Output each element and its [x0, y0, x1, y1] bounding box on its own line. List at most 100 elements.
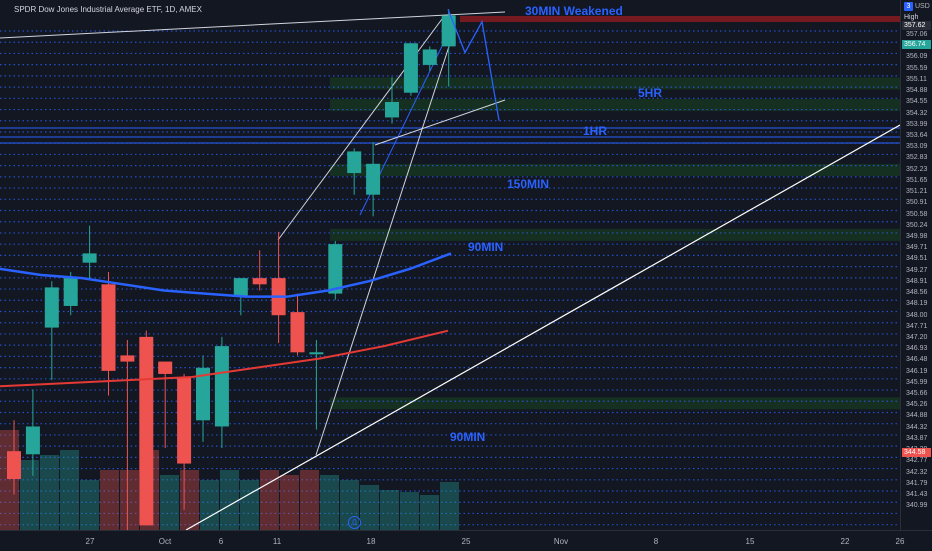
candle-body	[233, 278, 248, 297]
volume-bar	[400, 492, 419, 530]
trendline-main	[185, 124, 900, 530]
candle-body	[158, 361, 173, 374]
candle-body	[347, 151, 362, 174]
candle-body	[196, 367, 210, 421]
price-tick: 351.65	[906, 176, 928, 184]
price-chart[interactable]	[0, 0, 900, 530]
chart-area[interactable]: SPDR Dow Jones Industrial Average ETF, 1…	[0, 0, 900, 530]
chart-title: SPDR Dow Jones Industrial Average ETF, 1…	[14, 5, 202, 14]
events-marker[interactable]: 0	[348, 516, 361, 529]
candle-body	[214, 346, 229, 427]
annotation-1hr: 1HR	[583, 124, 608, 138]
annotation-5hr: 5HR	[638, 86, 663, 100]
zone-band	[330, 99, 900, 112]
volume-bar	[380, 490, 399, 530]
low-price-label: 344.58	[902, 448, 931, 457]
annotation-150min: 150MIN	[507, 177, 550, 191]
price-tick: 353.09	[906, 143, 928, 151]
time-tick: 11	[272, 537, 282, 546]
time-tick: 27	[85, 537, 95, 546]
price-tick: 342.32	[906, 468, 928, 476]
price-tick: 356.09	[906, 53, 928, 61]
price-tick: 345.99	[906, 378, 928, 386]
candle-body	[7, 451, 21, 480]
volume-bar	[60, 450, 79, 530]
volume-bar	[100, 470, 119, 530]
volume-bar	[220, 470, 239, 530]
price-tick: 345.66	[906, 390, 928, 398]
candle-body	[63, 278, 78, 306]
candle-body	[44, 287, 59, 328]
time-tick: 26	[895, 537, 905, 546]
price-tick: 341.79	[906, 479, 928, 487]
candle-body	[82, 253, 97, 263]
time-tick: 15	[745, 537, 755, 546]
price-tick: 343.87	[906, 434, 928, 442]
moving-average-blue	[0, 252, 452, 298]
price-tick: 341.43	[906, 491, 928, 499]
candle-body	[328, 244, 343, 294]
projection-path	[447, 9, 500, 121]
volume-bar	[320, 475, 339, 530]
price-tick: 348.19	[906, 300, 928, 308]
volume-bar	[360, 485, 379, 530]
annotation-90min-upper: 90MIN	[468, 240, 504, 254]
price-tick: 350.91	[906, 199, 928, 207]
price-tick: 350.58	[906, 210, 928, 218]
price-tick: 349.71	[906, 244, 928, 252]
channel-line-inner2	[374, 99, 506, 146]
time-tick: Nov	[553, 537, 569, 546]
current-price-label: 356.74	[902, 40, 931, 49]
volume-bar	[180, 470, 199, 530]
price-tick: 349.51	[906, 255, 928, 263]
candle-body	[139, 336, 154, 526]
price-tick: 345.26	[906, 401, 928, 409]
candle-body	[252, 278, 267, 285]
price-tick: 354.55	[906, 98, 928, 106]
candle-body	[441, 15, 456, 47]
volume-bar	[420, 495, 439, 530]
price-tick: 357.06	[906, 31, 928, 38]
annotation-30min-weakened: 30MIN Weakened	[525, 4, 623, 18]
price-tick: 354.88	[906, 87, 928, 95]
volume-bar	[120, 470, 139, 530]
high-price-label: 357.62	[902, 21, 931, 30]
candle-body	[403, 43, 418, 93]
volume-bar	[0, 430, 19, 530]
candle-body	[25, 426, 40, 455]
price-tick: 349.27	[906, 266, 928, 274]
price-tick: 354.32	[906, 109, 928, 117]
price-tick: 344.32	[906, 423, 928, 431]
alert-count-badge[interactable]: 3	[904, 2, 913, 11]
time-tick: 18	[366, 537, 376, 546]
time-tick: 8	[653, 537, 659, 546]
candle-body	[385, 101, 399, 118]
price-tick: 346.93	[906, 345, 928, 353]
price-tick: 342.77	[906, 457, 928, 465]
volume-bar	[440, 482, 459, 530]
volume-bar	[200, 480, 219, 530]
price-tick: 351.21	[906, 188, 928, 196]
time-tick: 22	[840, 537, 850, 546]
price-tick: 347.71	[906, 322, 928, 330]
resistance-band	[460, 16, 900, 22]
candle-body	[177, 377, 192, 464]
volume-bar	[160, 475, 179, 530]
volume-bar	[280, 475, 299, 530]
zone-band	[330, 397, 900, 410]
currency-label[interactable]: USD	[915, 3, 930, 10]
time-axis[interactable]: 27 Oct 6 11 18 25 Nov 8 15 22 26	[0, 530, 932, 551]
volume-bar	[40, 455, 59, 530]
price-tick: 346.48	[906, 356, 928, 364]
price-tick: 349.98	[906, 232, 928, 240]
volume-bar	[240, 480, 259, 530]
volume-bar	[300, 470, 319, 530]
price-tick: 340.99	[906, 502, 928, 510]
volume-bar	[20, 460, 39, 530]
price-tick: 352.83	[906, 154, 928, 162]
price-axis[interactable]: 3 USD High 357.62 357.06356.58356.09355.…	[900, 0, 932, 530]
price-tick: 344.88	[906, 412, 928, 420]
zone-band	[330, 77, 900, 90]
price-tick: 353.64	[906, 131, 928, 139]
price-tick: 346.19	[906, 367, 928, 375]
